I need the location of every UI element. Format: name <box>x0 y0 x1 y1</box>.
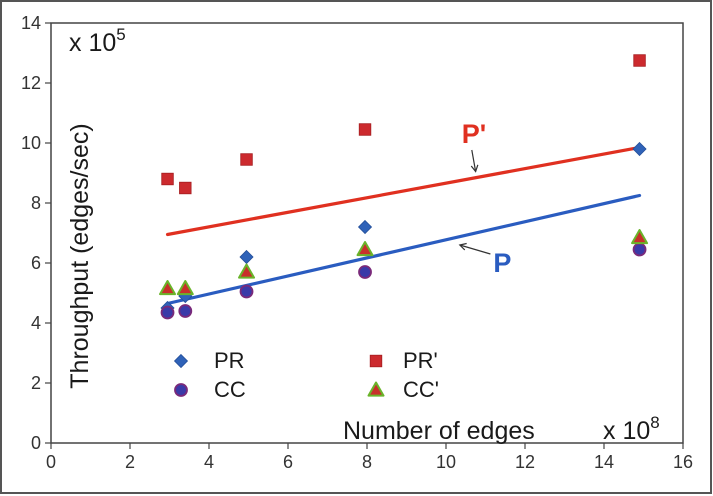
legend-marker-cc-prime <box>367 381 385 397</box>
x-axis-multiplier: x 108 <box>603 413 660 445</box>
annotation-arrow-head <box>470 164 479 173</box>
point-pr-prime <box>633 54 646 67</box>
legend-item-pr: PR <box>173 348 245 373</box>
x-tick-label: 14 <box>594 452 614 472</box>
annotation-arrow-line <box>459 244 491 255</box>
y-multiplier-exponent: 5 <box>116 25 125 44</box>
x-tick-label: 12 <box>515 452 535 472</box>
x-tick-label: 16 <box>673 452 693 472</box>
y-axis-label: Throughput (edges/sec) <box>66 123 94 388</box>
legend-marker-pr-prime <box>369 354 383 368</box>
data-points <box>159 54 649 320</box>
y-tick-label: 8 <box>31 193 41 213</box>
point-pr <box>357 219 373 235</box>
point-pr-prime <box>161 172 174 186</box>
y-tick-label: 0 <box>31 433 41 453</box>
legend-label-cc: CC <box>214 377 246 402</box>
legend-marker-pr <box>173 353 189 369</box>
x-multiplier-exponent: 8 <box>650 413 659 432</box>
point-cc <box>358 265 372 279</box>
point-cc-prime <box>159 280 177 296</box>
trendline-p-prime <box>165 145 642 237</box>
y-tick-label: 6 <box>31 253 41 273</box>
x-tick-label: 6 <box>283 452 293 472</box>
point-pr-prime <box>358 123 372 136</box>
y-tick-label: 12 <box>21 73 41 93</box>
y-tick-label: 4 <box>31 313 41 333</box>
point-cc <box>632 242 647 257</box>
x-tick-label: 2 <box>125 452 135 472</box>
legend-item-cc: CC <box>174 377 246 402</box>
legend-label-pr-prime: PR' <box>403 348 438 373</box>
annotation-arrow-line <box>471 149 477 172</box>
legend-item-cc-prime: CC' <box>367 377 439 402</box>
x-ticks: 0 2 4 6 8 10 12 14 16 <box>46 443 693 472</box>
point-cc-prime <box>238 263 256 279</box>
point-pr-prime <box>240 153 253 166</box>
x-tick-label: 4 <box>204 452 214 472</box>
point-pr-prime <box>179 181 192 195</box>
point-cc-prime <box>176 280 194 296</box>
annotations: P' P <box>458 119 511 278</box>
x-axis-label: Number of edges <box>343 417 535 445</box>
y-tick-label: 14 <box>21 13 41 33</box>
x-multiplier-base: x 10 <box>603 417 650 445</box>
legend: PR PR' CC CC' <box>173 348 439 402</box>
point-cc <box>239 284 254 299</box>
point-pr <box>632 141 647 157</box>
point-cc-prime <box>356 241 374 257</box>
point-cc-prime <box>631 229 649 245</box>
point-cc <box>160 305 175 320</box>
point-pr <box>239 249 254 265</box>
legend-marker-cc <box>174 383 188 397</box>
y-tick-label: 10 <box>21 133 41 153</box>
x-tick-label: 0 <box>46 452 56 472</box>
point-cc <box>178 304 193 318</box>
legend-label-pr: PR <box>214 348 245 373</box>
annotation-arrow-head <box>458 242 467 251</box>
y-ticks: 0 2 4 6 8 10 12 14 <box>21 13 51 453</box>
legend-item-pr-prime: PR' <box>369 348 438 373</box>
annotation-label-p: P <box>493 248 511 278</box>
x-tick-label: 8 <box>362 452 372 472</box>
y-tick-label: 2 <box>31 373 41 393</box>
annotation-label-p-prime: P' <box>462 119 486 149</box>
legend-label-cc-prime: CC' <box>403 377 439 402</box>
y-multiplier-base: x 10 <box>69 29 116 57</box>
x-tick-label: 10 <box>436 452 456 472</box>
y-axis-multiplier: x 105 <box>69 25 126 57</box>
